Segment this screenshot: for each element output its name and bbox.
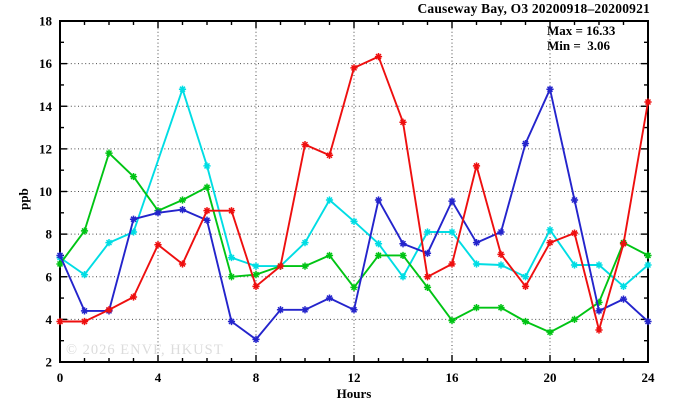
watermark: © 2026 ENVF, HKUST: [66, 342, 224, 358]
svg-text:8: 8: [46, 227, 53, 242]
min-value-label: Min = 3.06: [547, 38, 611, 53]
chart-title: Causeway Bay, O3 20200918–20200921: [417, 1, 650, 16]
x-axis-title: Hours: [336, 386, 372, 401]
series-cyan-line: [59, 88, 649, 288]
y-axis-title: ppb: [16, 188, 31, 210]
svg-text:20: 20: [544, 370, 557, 385]
svg-text:10: 10: [39, 184, 52, 199]
svg-text:4: 4: [155, 370, 162, 385]
svg-text:18: 18: [39, 14, 53, 29]
series-blue-markers: [56, 85, 652, 344]
max-value-label: Max = 16.33: [547, 23, 616, 38]
svg-text:0: 0: [57, 370, 64, 385]
series-red-markers: [56, 52, 652, 334]
svg-text:16: 16: [446, 370, 460, 385]
maxmin-annotation: Max = 16.33 Min = 3.06: [547, 23, 615, 53]
svg-text:2: 2: [46, 355, 53, 370]
svg-text:12: 12: [39, 141, 52, 156]
gridlines: [60, 21, 648, 362]
svg-text:14: 14: [39, 99, 53, 114]
svg-text:16: 16: [39, 56, 53, 71]
svg-text:8: 8: [253, 370, 260, 385]
svg-text:24: 24: [642, 370, 656, 385]
svg-text:6: 6: [46, 269, 53, 284]
series-green-markers: [56, 149, 652, 336]
series-red: [56, 52, 652, 334]
svg-text:12: 12: [348, 370, 361, 385]
svg-text:4: 4: [46, 312, 53, 327]
series-blue: [56, 85, 652, 344]
